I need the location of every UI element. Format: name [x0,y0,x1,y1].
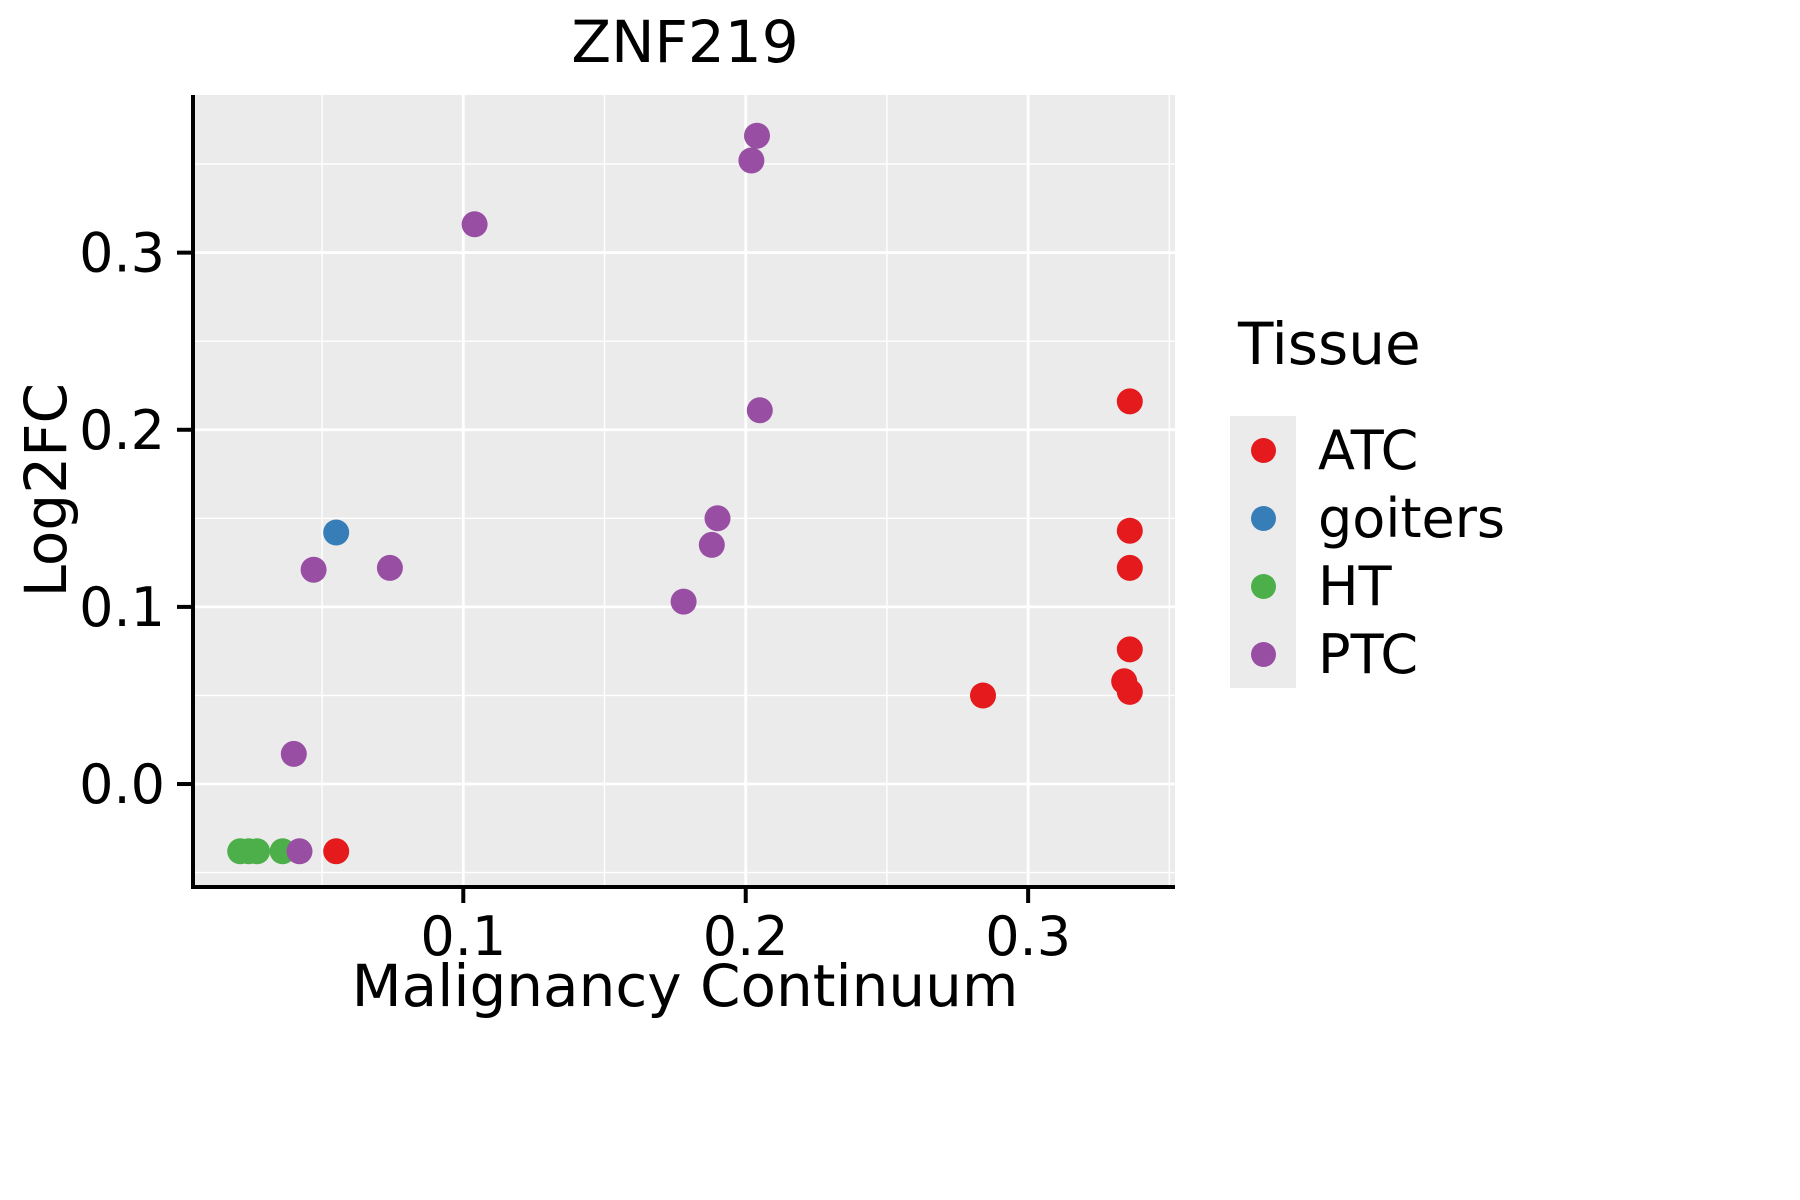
data-point [323,519,350,546]
data-point [1116,678,1143,705]
legend-row: HT [1230,552,1660,620]
data-point [744,122,770,149]
data-point [286,838,313,865]
plot-panel [195,95,1175,885]
data-point [738,147,765,174]
data-point [280,740,307,767]
legend-item-label: goiters [1318,486,1506,550]
data-point [698,531,725,558]
data-point [323,838,350,865]
data-point [1116,554,1143,581]
legend-item-label: ATC [1318,418,1419,482]
legend-swatch-dot [1250,641,1276,667]
data-point [704,505,731,532]
data-point [461,211,488,238]
legend-key [1230,416,1296,484]
x-tick-label: 0.3 [985,905,1071,968]
y-tick-label: 0.0 [79,753,165,816]
legend-swatch-dot [1250,437,1276,463]
legend-key [1230,620,1296,688]
data-point [244,838,271,865]
legend-title: Tissue [1238,310,1421,378]
legend-swatch-dot [1250,573,1276,599]
legend-row: PTC [1230,620,1660,688]
data-point [1116,388,1143,415]
data-point [376,554,403,581]
legend-swatch-dot [1250,505,1276,531]
legend-row: ATC [1230,416,1660,484]
legend-row: goiters [1230,484,1660,552]
y-tick-label: 0.3 [79,222,165,285]
legend-key [1230,484,1296,552]
y-tick-label: 0.1 [79,576,165,639]
legend-item-label: PTC [1318,622,1419,686]
data-point [300,556,327,583]
data-point [746,397,773,424]
data-point [1116,517,1143,544]
chart-title: ZNF219 [571,8,799,76]
data-point [670,588,697,615]
y-tick-label: 0.2 [79,399,165,462]
legend-key [1230,552,1296,620]
data-point [1116,636,1143,663]
x-axis-label: Malignancy Continuum [351,952,1019,1020]
data-point [970,682,996,709]
x-tick-label: 0.1 [420,905,506,968]
legend: Tissue ATC goiters HT PTC [1230,310,1660,688]
legend-item-label: HT [1318,554,1392,618]
x-tick-label: 0.2 [703,905,789,968]
